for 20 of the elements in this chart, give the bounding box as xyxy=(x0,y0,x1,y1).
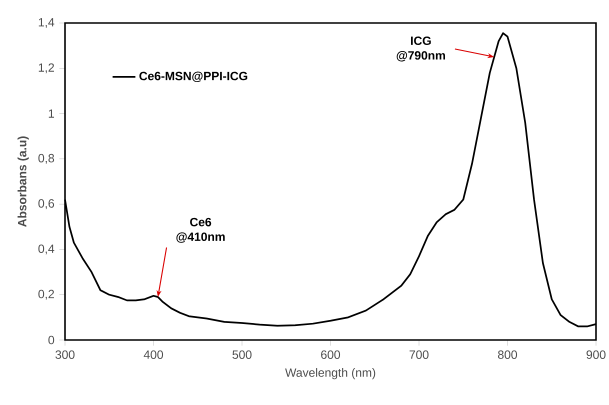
x-tick-label: 600 xyxy=(321,350,340,359)
y-tick-label: 0,6 xyxy=(38,199,54,210)
y-tick-label: 1,4 xyxy=(38,18,54,28)
y-tick-label: 0,8 xyxy=(38,154,54,164)
legend-label: Ce6-MSN@PPI-ICG xyxy=(139,72,248,82)
x-tick-label: 400 xyxy=(144,350,164,359)
y-axis-title: Absorbans (a.u) xyxy=(18,136,29,227)
x-tick-label: 900 xyxy=(586,350,606,359)
x-tick-label: 300 xyxy=(55,350,75,359)
x-axis-title: Wavelength (nm) xyxy=(285,368,376,380)
y-tick-label: 0 xyxy=(48,336,54,344)
y-tick-label: 1 xyxy=(48,109,54,118)
x-tick-label: 800 xyxy=(498,350,518,359)
x-tick-label: 700 xyxy=(410,350,429,359)
y-tick-label: 0,2 xyxy=(38,290,54,300)
y-tick-label: 1,2 xyxy=(38,63,54,74)
y-tick-label: 0,4 xyxy=(38,244,54,254)
annotation: ICG @790nm xyxy=(396,36,446,62)
annotation: Ce6 @410nm xyxy=(176,218,225,243)
x-tick-label: 500 xyxy=(232,350,252,359)
